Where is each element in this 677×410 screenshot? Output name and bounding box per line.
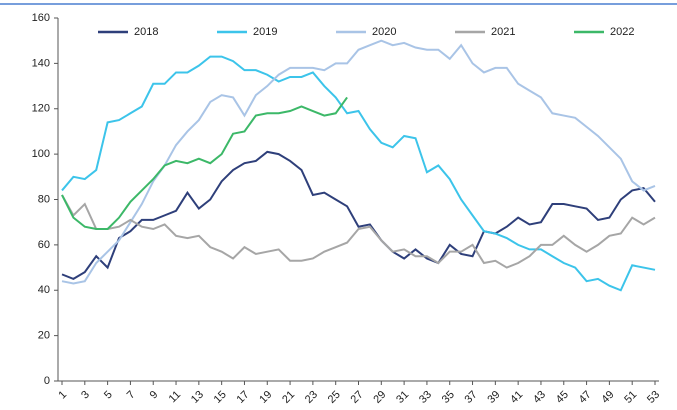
y-tick-label: 140 xyxy=(32,57,50,69)
x-tick-label: 17 xyxy=(234,389,251,406)
x-tick-label: 23 xyxy=(303,389,320,406)
x-tick-label: 35 xyxy=(440,389,457,406)
x-tick-label: 39 xyxy=(485,389,502,406)
x-tick-label: 3 xyxy=(79,389,92,402)
legend-label: 2022 xyxy=(610,26,634,38)
x-tick-label: 43 xyxy=(531,389,548,406)
series-line xyxy=(61,150,656,281)
x-tick-label: 1 xyxy=(56,389,69,402)
x-tick-label: 13 xyxy=(189,389,206,406)
y-tick-label: 100 xyxy=(32,148,50,160)
x-tick-label: 51 xyxy=(622,389,639,406)
x-tick-label: 47 xyxy=(577,389,594,406)
x-tick-label: 19 xyxy=(257,389,274,406)
y-tick-label: 40 xyxy=(38,284,50,296)
x-tick-label: 7 xyxy=(125,389,138,402)
y-tick-label: 160 xyxy=(32,12,50,24)
series-line xyxy=(61,194,656,269)
x-tick-label: 21 xyxy=(280,389,297,406)
legend-label: 2018 xyxy=(134,26,158,38)
y-tick-label: 80 xyxy=(38,193,50,205)
x-tick-label: 45 xyxy=(554,389,571,406)
legend-label: 2019 xyxy=(253,26,277,38)
x-tick-label: 49 xyxy=(599,389,616,406)
y-tick-label: 20 xyxy=(38,330,50,342)
legend-label: 2020 xyxy=(372,26,396,38)
x-tick-label: 33 xyxy=(417,389,434,406)
x-tick-label: 27 xyxy=(349,389,366,406)
x-tick-label: 9 xyxy=(148,389,161,402)
x-tick-label: 53 xyxy=(645,389,662,406)
series-line xyxy=(61,55,656,292)
x-tick-label: 5 xyxy=(102,389,115,402)
x-tick-label: 37 xyxy=(463,389,480,406)
y-tick-label: 0 xyxy=(44,375,50,387)
series-line xyxy=(61,96,348,230)
y-tick-label: 120 xyxy=(32,103,50,115)
x-tick-label: 15 xyxy=(212,389,229,406)
x-tick-label: 11 xyxy=(167,389,184,406)
series-line xyxy=(61,39,656,285)
x-tick-label: 25 xyxy=(326,389,343,406)
legend-label: 2021 xyxy=(491,26,515,38)
x-tick-label: 31 xyxy=(394,389,411,406)
y-tick-label: 60 xyxy=(38,239,50,251)
x-tick-label: 29 xyxy=(371,389,388,406)
x-tick-label: 41 xyxy=(508,389,525,406)
